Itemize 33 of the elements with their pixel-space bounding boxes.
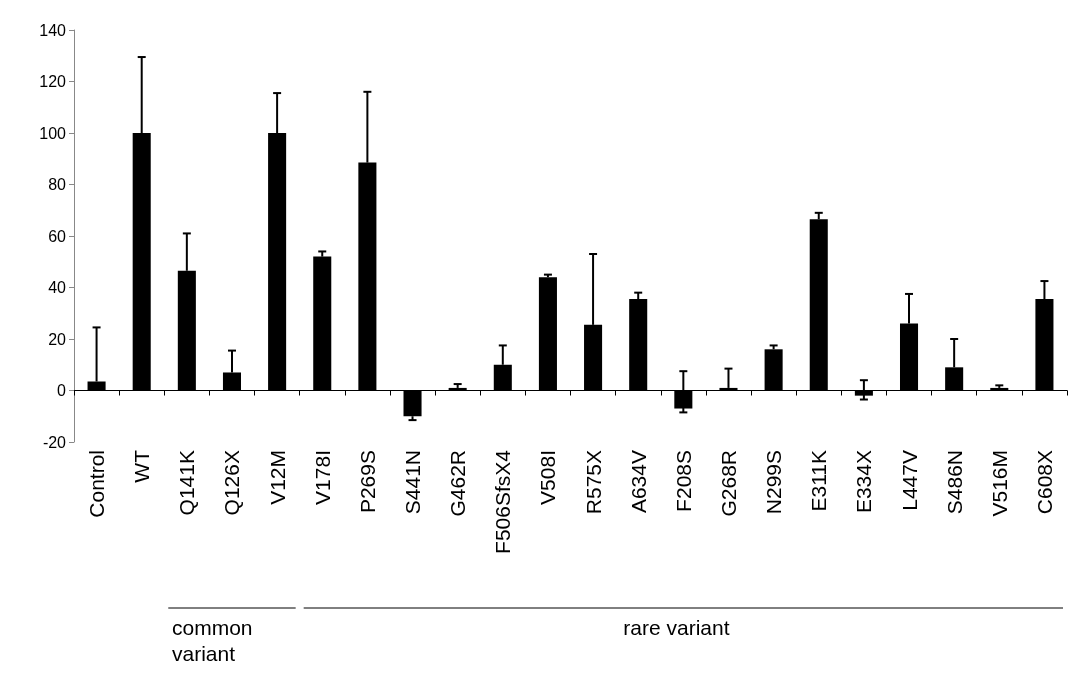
y-tick-label: 40 — [48, 279, 67, 296]
x-tick-label: A634V — [626, 450, 650, 514]
x-tick-label: Q126X — [220, 450, 244, 516]
y-tick-label: 140 — [39, 21, 67, 39]
y-tick-label: 80 — [48, 176, 67, 193]
x-tick-label: Q141K — [175, 450, 199, 516]
x-tick-label: F208S — [671, 450, 695, 512]
x-tick-label: Control — [85, 450, 109, 518]
x-tick-label: V178I — [310, 450, 334, 505]
y-tick-label: 20 — [48, 330, 67, 348]
y-tick-label: -20 — [42, 433, 67, 451]
x-tick-label: S441N — [401, 450, 425, 515]
text: rare variant — [623, 615, 730, 639]
x-tick-label: G462R — [446, 450, 470, 517]
text: common variant — [171, 615, 259, 665]
x-tick-label: WT — [130, 449, 154, 483]
x-tick-label: N299S — [762, 450, 786, 515]
x-tick-label: S486N — [942, 450, 966, 515]
x-tick-label: C608X — [1032, 450, 1056, 515]
y-tick-label: 60 — [48, 227, 67, 245]
x-tick-label: P269S — [355, 450, 379, 514]
x-tick-label: V12M — [265, 450, 289, 505]
x-tick-label: L447V — [897, 450, 921, 511]
x-tick-label: V508I — [536, 450, 560, 505]
x-tick-label: E334X — [852, 450, 876, 514]
x-tick-label: E311K — [807, 450, 831, 512]
y-tick-label: 120 — [39, 73, 67, 90]
x-tick-label: R575X — [581, 450, 605, 515]
y-tick-label: 0 — [57, 382, 67, 399]
y-tick-label: 100 — [39, 124, 67, 142]
x-tick-label: G268R — [716, 450, 740, 517]
x-tick-label: F506SfsX4 — [491, 449, 515, 554]
x-tick-label: V516M — [987, 450, 1011, 517]
